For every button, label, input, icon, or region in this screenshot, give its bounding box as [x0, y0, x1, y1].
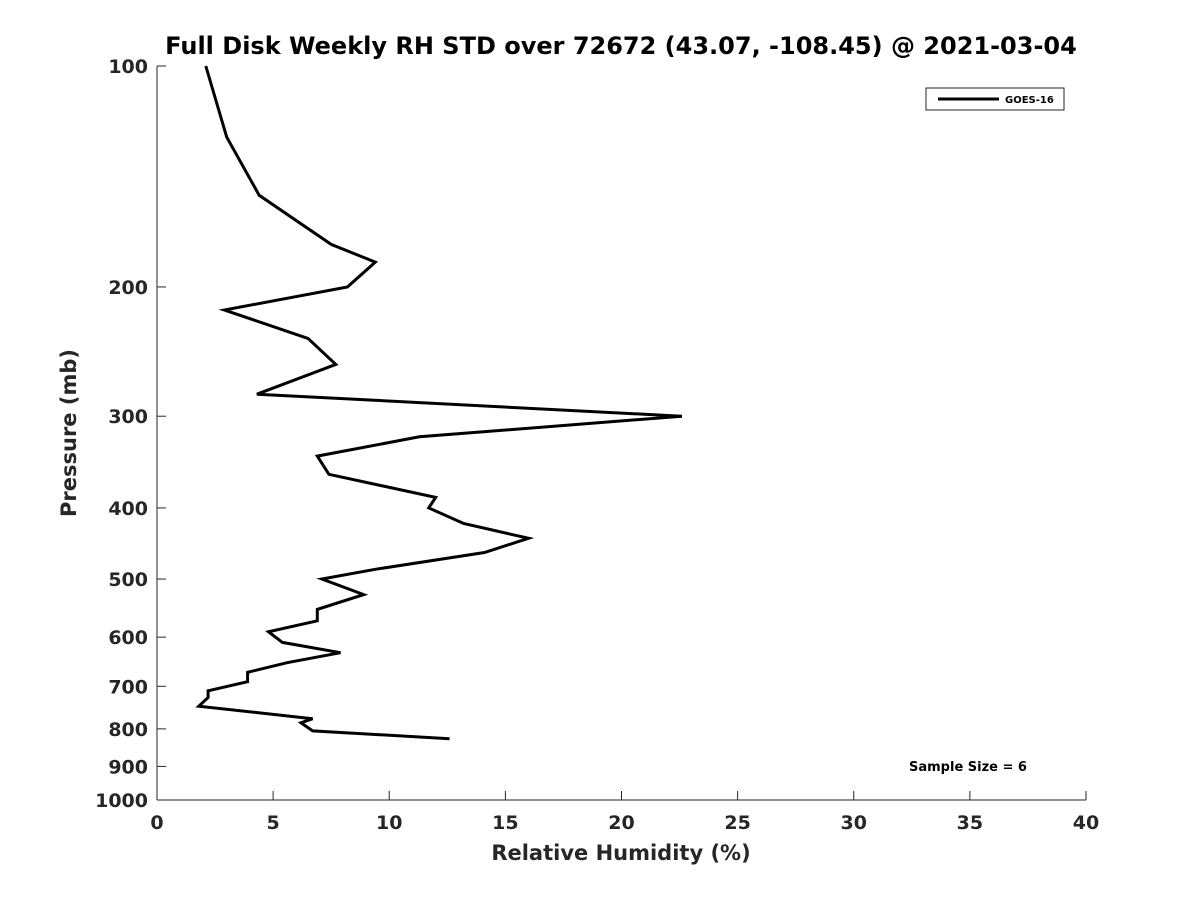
- x-tick-label: 15: [492, 812, 518, 834]
- legend-label-goes-16: GOES-16: [1005, 95, 1054, 106]
- x-tick-label: 20: [608, 812, 634, 834]
- x-tick-label: 5: [267, 812, 280, 834]
- y-tick-label: 900: [108, 756, 148, 778]
- series-group: [195, 65, 683, 741]
- y-tick-label: 700: [108, 676, 148, 698]
- y-tick-label: 300: [108, 406, 148, 428]
- y-tick-label: 400: [108, 498, 148, 520]
- series-line-goes-16: [195, 65, 683, 741]
- x-tick-label: 35: [957, 812, 983, 834]
- x-axis-label: Relative Humidity (%): [491, 841, 750, 865]
- y-tick-label: 800: [108, 719, 148, 741]
- x-tick-label: 25: [724, 812, 750, 834]
- y-tick-label: 500: [108, 569, 148, 591]
- chart-title: Full Disk Weekly RH STD over 72672 (43.0…: [165, 32, 1077, 60]
- x-tick-label: 30: [841, 812, 867, 834]
- legend: GOES-16: [925, 87, 1065, 111]
- sample-size-annotation: Sample Size = 6: [909, 760, 1027, 775]
- y-tick-label: 600: [108, 627, 148, 649]
- plot-area: [156, 66, 1086, 801]
- y-axis-label: Pressure (mb): [57, 349, 81, 517]
- y-ticks: 100 200 300 400 500 600 700 800 900 1000: [95, 56, 166, 812]
- x-ticks: 0 5 10 15 20 25 30 35 40: [150, 791, 1099, 834]
- x-tick-label: 10: [376, 812, 402, 834]
- y-tick-label: 100: [108, 56, 148, 78]
- x-tick-label: 40: [1073, 812, 1099, 834]
- x-tick-label: 0: [150, 812, 163, 834]
- y-tick-label: 1000: [95, 790, 148, 812]
- y-tick-label: 200: [108, 277, 148, 299]
